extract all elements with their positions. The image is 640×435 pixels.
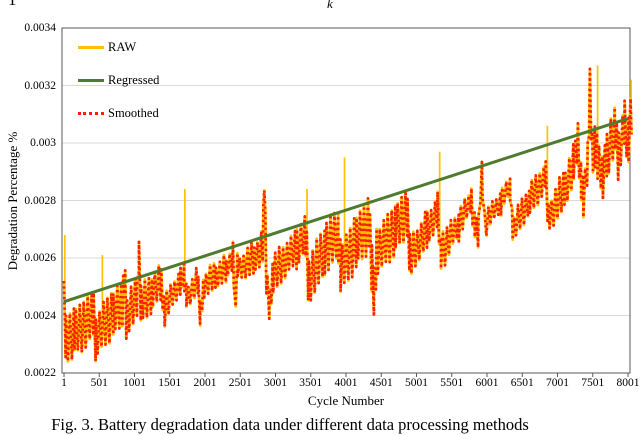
x-tick-label: 4001 <box>334 377 358 389</box>
y-tick-label: 0.0034 <box>24 22 56 34</box>
smoothed-series <box>62 67 633 363</box>
regressed-series <box>63 117 629 304</box>
x-axis-title: Cycle Number <box>307 393 385 408</box>
y-tick-label: 0.0022 <box>24 367 56 379</box>
legend-label: Regressed <box>108 72 160 87</box>
x-tick-label: 1501 <box>158 377 182 389</box>
y-tick-label: 0.003 <box>30 137 56 149</box>
regressed-line-swatch-icon <box>78 78 104 82</box>
x-tick-label: 3501 <box>299 377 323 389</box>
equation-fragment-left: 1 <box>8 0 17 10</box>
x-tick-label: 501 <box>90 377 108 389</box>
legend-item-regressed: Regressed <box>78 71 159 89</box>
x-tick-label: 6501 <box>510 377 534 389</box>
legend-item-smoothed: Smoothed <box>78 104 159 122</box>
x-tick-label: 5001 <box>405 377 428 389</box>
legend-label: Smoothed <box>108 105 159 120</box>
y-tick-label: 0.0024 <box>24 309 56 322</box>
x-tick-label: 2001 <box>193 377 217 389</box>
x-tick-label: 7501 <box>581 377 605 389</box>
x-tick-label: 8001 <box>616 377 640 389</box>
raw-line-swatch-icon <box>78 45 104 49</box>
x-tick-label: 3001 <box>264 377 287 389</box>
x-tick-label: 4501 <box>369 377 393 389</box>
y-tick-label: 0.0032 <box>24 79 56 92</box>
x-tick-label: 6001 <box>475 377 499 389</box>
equation-fragment-center: k <box>327 0 333 11</box>
x-tick-label: 1001 <box>123 377 146 389</box>
x-tick-label: 1 <box>61 377 67 389</box>
y-tick-label: 0.0026 <box>24 252 56 264</box>
figure-caption: Fig. 3. Battery degradation data under d… <box>51 415 529 434</box>
legend-label: RAW <box>108 39 137 54</box>
x-tick-label: 2501 <box>228 377 252 389</box>
y-tick-label: 0.0028 <box>24 194 56 207</box>
x-tick-label: 7001 <box>546 377 569 389</box>
x-tick-label: 5501 <box>440 377 464 389</box>
legend: RAW Regressed Smoothed <box>78 38 159 137</box>
legend-item-raw: RAW <box>78 38 159 56</box>
smoothed-line-swatch-icon <box>78 111 104 115</box>
